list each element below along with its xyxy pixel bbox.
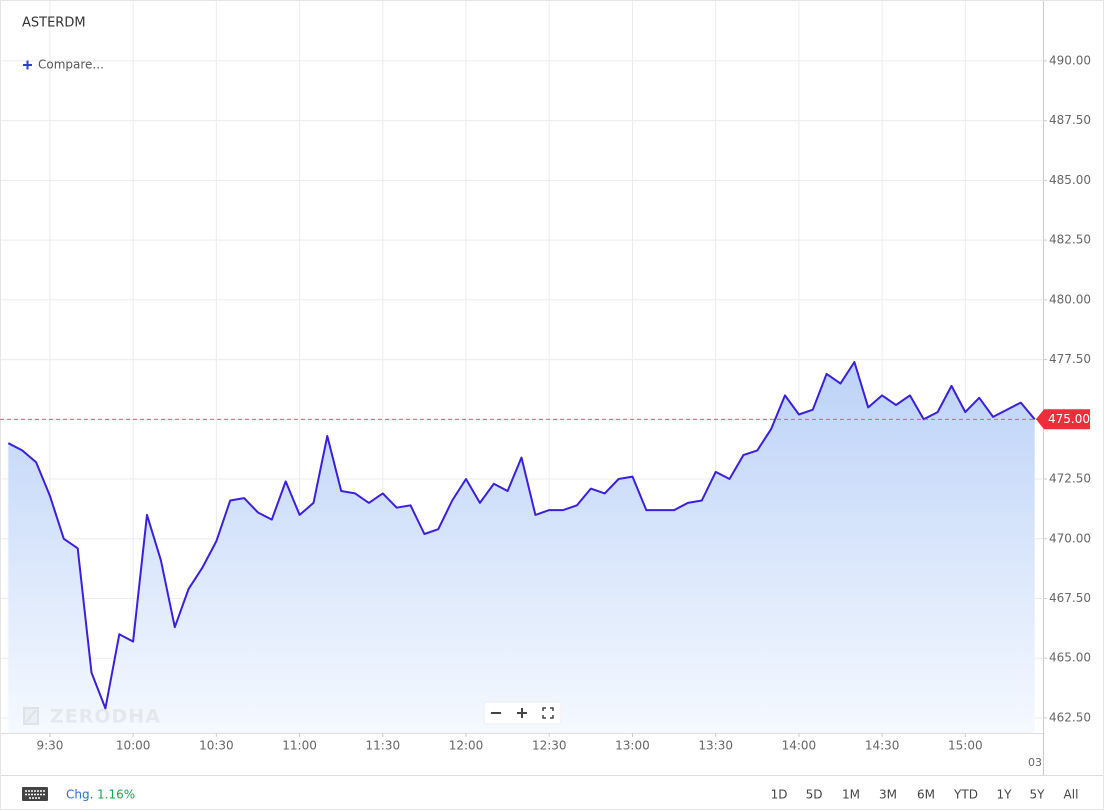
fullscreen[interactable] xyxy=(542,707,554,719)
y-tick-label: 462.50 xyxy=(1049,710,1091,724)
compare-button[interactable]: Compare... xyxy=(23,58,104,72)
y-tick-label: 477.50 xyxy=(1049,352,1091,366)
x-tick-label: 11:00 xyxy=(282,739,317,753)
y-tick-label: 467.50 xyxy=(1049,591,1091,605)
y-tick-label: 470.00 xyxy=(1049,531,1091,545)
range-button[interactable]: 1D xyxy=(771,788,788,802)
x-tick-label: 12:00 xyxy=(449,739,484,753)
last-price-tag xyxy=(1036,409,1090,430)
x-tick-label: 9:30 xyxy=(36,739,63,753)
change-label: Chg. xyxy=(66,788,93,802)
x-tick-label: 13:00 xyxy=(615,739,650,753)
x-tick-label: 10:00 xyxy=(116,739,151,753)
y-tick-label: 490.00 xyxy=(1049,53,1091,67)
keyboard-icon[interactable] xyxy=(22,787,48,801)
y-tick-label: 482.50 xyxy=(1049,233,1091,247)
x-tick-label: 13:30 xyxy=(698,739,733,753)
zoom-in[interactable] xyxy=(517,708,527,718)
x-tick-label: 12:30 xyxy=(532,739,567,753)
x-tick-label: 14:00 xyxy=(782,739,817,753)
x-tick-label: 11:30 xyxy=(366,739,401,753)
chart-title: ASTERDM xyxy=(22,16,86,31)
keyboard-keys xyxy=(25,790,45,799)
watermark: ZERODHA xyxy=(23,706,161,728)
range-button[interactable]: 1Y xyxy=(997,788,1013,802)
y-tick-label: 472.50 xyxy=(1049,472,1091,486)
range-button[interactable]: 5D xyxy=(806,788,823,802)
range-button[interactable]: 5Y xyxy=(1030,788,1046,802)
range-button[interactable]: 3M xyxy=(879,788,897,802)
y-tick-label: 465.00 xyxy=(1049,651,1091,665)
range-button[interactable]: 6M xyxy=(917,788,935,802)
x-tick-label: 14:30 xyxy=(865,739,900,753)
y-tick-label: 487.50 xyxy=(1049,113,1091,127)
range-button[interactable]: All xyxy=(1064,788,1079,802)
range-buttons: 1D 5D 1M 3M 6M YTD 1Y 5Y All xyxy=(771,788,1079,802)
range-button[interactable]: YTD xyxy=(953,788,978,802)
last-price-label: 475.00 xyxy=(1048,412,1090,426)
y-tick-label: 485.00 xyxy=(1049,173,1091,187)
watermark-logo xyxy=(23,707,39,725)
plus-icon xyxy=(23,60,32,70)
y-tick-label: 480.00 xyxy=(1049,292,1091,306)
x-edge-label: 03 xyxy=(1028,756,1042,769)
plot xyxy=(7,361,1036,733)
price-line xyxy=(7,361,1036,710)
watermark-text: ZERODHA xyxy=(50,706,161,728)
zoom-controls xyxy=(483,701,562,725)
area xyxy=(8,362,1035,733)
range-button[interactable]: 1M xyxy=(842,788,860,802)
change-value: 1.16% xyxy=(97,788,135,802)
x-tick-label: 10:30 xyxy=(199,739,234,753)
compare-label: Compare... xyxy=(38,58,104,72)
x-tick-label: 15:00 xyxy=(948,739,983,753)
